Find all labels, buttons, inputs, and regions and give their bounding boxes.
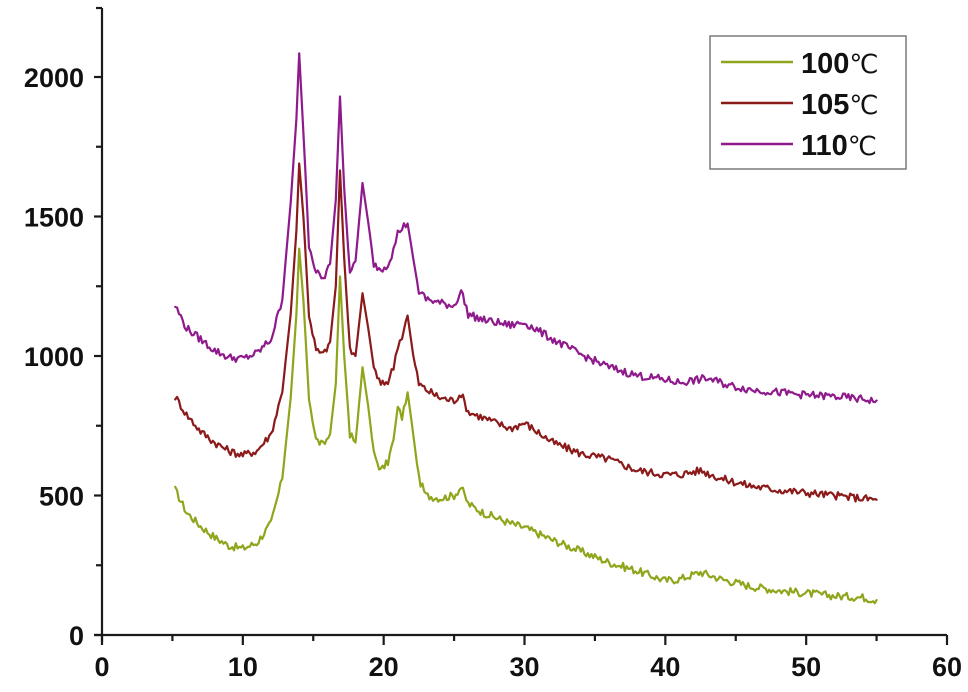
series-line-105c <box>174 162 878 503</box>
y-tick-label: 1000 <box>24 342 84 372</box>
legend-label: 105℃ <box>801 89 879 121</box>
axes: 0 500 1000 1500 2000 0 10 20 30 40 50 60 <box>24 6 962 682</box>
x-tick-label: 50 <box>791 652 821 682</box>
legend: 100℃ 105℃ 110℃ <box>709 35 907 170</box>
x-tick-label: 30 <box>509 652 539 682</box>
x-tick-label: 40 <box>650 652 680 682</box>
y-tick-label: 1500 <box>24 203 84 233</box>
legend-label: 110℃ <box>801 130 877 162</box>
x-tick-label: 20 <box>369 652 399 682</box>
y-ticks: 0 500 1000 1500 2000 <box>24 63 102 651</box>
y-tick-label: 0 <box>69 621 84 651</box>
series-line-100c <box>174 247 878 605</box>
legend-label: 100℃ <box>801 48 879 80</box>
series-line-110c <box>174 52 878 405</box>
plot-series <box>174 52 878 605</box>
x-tick-label: 10 <box>228 652 258 682</box>
x-tick-label: 60 <box>932 652 962 682</box>
x-tick-label: 0 <box>94 652 109 682</box>
x-ticks: 0 10 20 30 40 50 60 <box>94 635 962 682</box>
y-tick-label: 500 <box>39 482 84 512</box>
y-tick-label: 2000 <box>24 63 84 93</box>
